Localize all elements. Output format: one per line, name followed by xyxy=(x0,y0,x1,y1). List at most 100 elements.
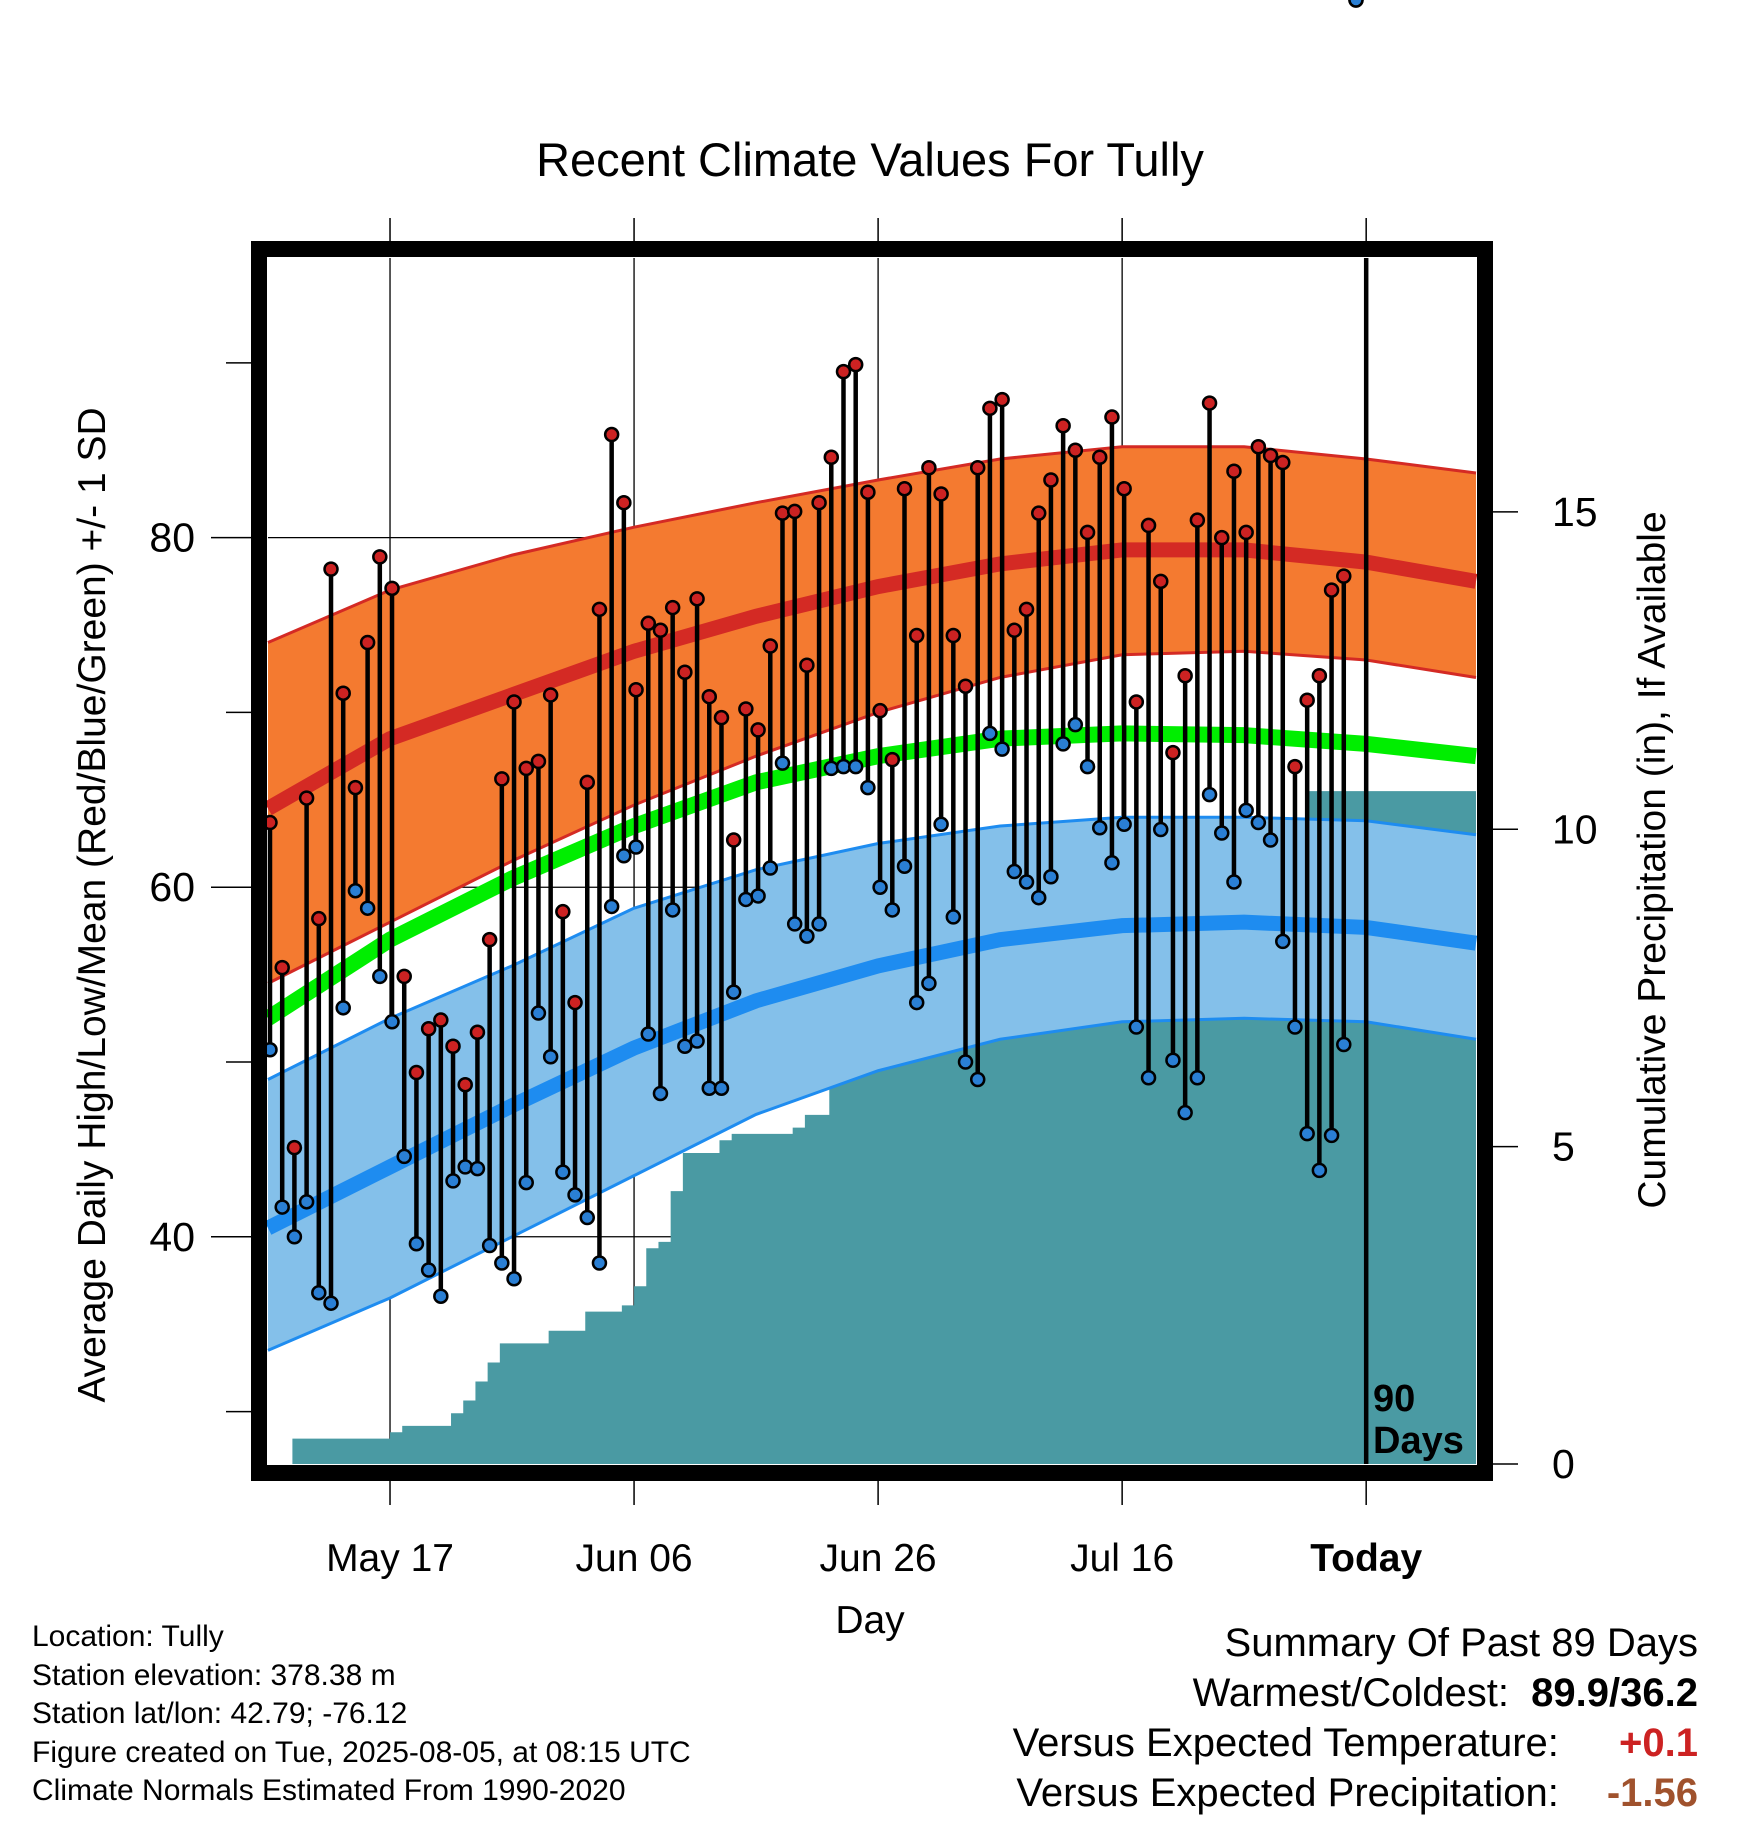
daily-high-point xyxy=(542,687,559,703)
daily-high-point xyxy=(567,994,583,1011)
daily-high-point xyxy=(1336,568,1352,584)
daily-low-point xyxy=(1006,863,1023,880)
daily-low-point xyxy=(811,916,827,932)
today-days-count: 90 xyxy=(1373,1378,1415,1420)
y-tick-label-left: 80 xyxy=(149,515,195,561)
daily-high-point xyxy=(1323,582,1340,598)
daily-low-point xyxy=(1079,758,1096,775)
daily-low-point xyxy=(420,1262,437,1278)
daily-low-point xyxy=(518,1174,534,1191)
daily-high-point xyxy=(921,459,937,476)
summary-temp: Versus Expected Temperature: +0.1 xyxy=(1013,1718,1698,1768)
daily-high-point xyxy=(994,391,1010,408)
daily-low-point xyxy=(921,975,937,992)
daily-high-point xyxy=(640,615,657,632)
summary-heading: Summary Of Past 89 Days xyxy=(1224,1621,1698,1665)
daily-high-point xyxy=(445,1038,461,1055)
daily-high-point xyxy=(494,771,510,787)
summary-panel: Summary Of Past 89 Days Warmest/Coldest:… xyxy=(1013,1618,1698,1818)
daily-low-point xyxy=(616,848,632,864)
daily-low-point xyxy=(628,839,644,855)
daily-high-point xyxy=(786,503,803,520)
plot-frame xyxy=(251,241,1493,1481)
daily-high-point xyxy=(396,968,412,985)
daily-low-point xyxy=(982,725,998,742)
summary-precip: Versus Expected Precipitation: -1.56 xyxy=(1013,1768,1698,1818)
warm-cold-label: Warmest/Coldest: xyxy=(1192,1671,1509,1715)
daily-high-point xyxy=(506,694,522,710)
daily-low-point xyxy=(1140,1069,1157,1086)
x-tick-label: May 17 xyxy=(326,1537,454,1580)
daily-low-point xyxy=(725,984,742,1000)
daily-low-point xyxy=(372,968,388,985)
daily-high-point xyxy=(335,685,351,701)
daily-high-point xyxy=(555,903,571,920)
daily-low-point xyxy=(1055,736,1071,752)
daily-low-point xyxy=(1116,816,1132,833)
daily-low-point xyxy=(994,741,1010,757)
daily-high-point xyxy=(933,486,949,502)
precip-label: Versus Expected Precipitation: xyxy=(1016,1771,1559,1815)
y-tick-label-right: 5 xyxy=(1552,1124,1575,1170)
daily-low-point xyxy=(469,1160,486,1177)
daily-low-point xyxy=(323,1295,339,1311)
daily-low-point xyxy=(762,860,779,876)
daily-low-point xyxy=(1152,821,1169,838)
daily-high-point xyxy=(530,753,547,770)
daily-high-point xyxy=(274,959,290,976)
daily-low-point xyxy=(1323,1127,1340,1144)
summary-warm-cold: Warmest/Coldest: 89.9/36.2 xyxy=(1013,1668,1698,1718)
daily-low-point xyxy=(896,858,913,874)
daily-low-point xyxy=(750,888,766,904)
daily-high-point xyxy=(982,400,998,417)
daily-high-point xyxy=(1250,439,1267,455)
daily-high-point xyxy=(591,601,608,618)
daily-high-point xyxy=(872,702,888,719)
daily-low-point xyxy=(603,898,620,915)
high-band-upper-edge xyxy=(267,445,1477,644)
daily-high-point xyxy=(957,678,974,694)
daily-low-point xyxy=(335,1000,351,1016)
daily-high-point xyxy=(1104,409,1120,425)
daily-low-point xyxy=(286,1229,303,1245)
plot-border xyxy=(251,241,1493,1481)
daily-low-point xyxy=(433,1288,449,1304)
daily-low-point xyxy=(530,1005,547,1021)
daily-high-point xyxy=(628,681,644,698)
daily-low-point xyxy=(542,1049,559,1065)
daily-high-point xyxy=(1201,395,1218,411)
daily-high-point xyxy=(1030,505,1047,521)
daily-low-point xyxy=(969,1071,986,1088)
daily-low-point xyxy=(1104,854,1120,871)
x-tick-label: Jul 16 xyxy=(1070,1537,1174,1580)
daily-low-point xyxy=(1043,868,1059,885)
x-tick-label: Jun 26 xyxy=(820,1537,937,1580)
daily-high-point xyxy=(750,722,766,738)
daily-low-point xyxy=(1311,1162,1328,1179)
daily-low-point xyxy=(555,1164,571,1180)
y-tick-label-left: 60 xyxy=(149,864,195,910)
daily-low-point xyxy=(872,879,888,895)
daily-low-point xyxy=(1238,802,1254,819)
daily-low-point xyxy=(1226,874,1242,890)
daily-high-point xyxy=(713,709,730,726)
daily-high-point xyxy=(1128,694,1145,710)
daily-low-point xyxy=(823,760,840,777)
daily-high-point xyxy=(860,484,876,500)
daily-high-point xyxy=(1226,463,1242,479)
low-band-lower-edge xyxy=(267,1016,1477,1352)
daily-low-point xyxy=(1201,786,1218,803)
daily-low-point xyxy=(274,1199,290,1215)
daily-low-point xyxy=(481,1237,498,1254)
daily-high-point xyxy=(1262,447,1279,464)
info-latlon: Station lat/lon: 42.79; -76.12 xyxy=(32,1697,408,1730)
daily-low-point xyxy=(860,779,876,796)
daily-high-point xyxy=(469,1024,486,1041)
y-axis-label-left: Average Daily High/Low/Mean (Red/Blue/Gr… xyxy=(71,407,114,1402)
daily-high-point xyxy=(1275,454,1291,471)
y-tick-label-right: 15 xyxy=(1552,489,1598,535)
daily-low-point xyxy=(933,816,949,833)
daily-low-point xyxy=(652,1085,669,1102)
daily-high-point xyxy=(372,549,388,565)
info-created: Figure created on Tue, 2025-08-05, at 08… xyxy=(32,1735,691,1769)
